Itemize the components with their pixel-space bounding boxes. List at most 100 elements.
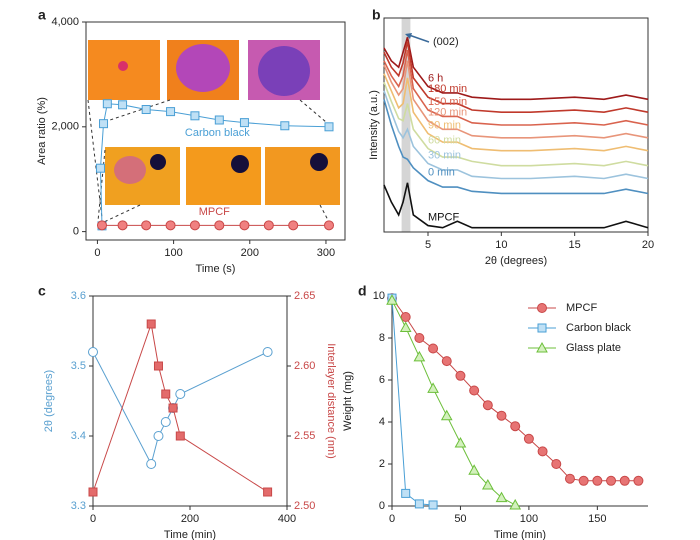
marker	[118, 100, 128, 110]
x-tick-label: 10	[495, 239, 507, 251]
series-line	[383, 81, 649, 167]
marker	[619, 475, 630, 486]
series-line	[391, 298, 434, 506]
y-axis-label: Area ratio (%)	[36, 97, 48, 165]
marker	[495, 491, 508, 503]
legend-label: Carbon black	[566, 322, 631, 334]
series-label: 120 min	[428, 107, 467, 119]
marker	[324, 122, 334, 132]
legend-label: MPCF	[566, 302, 597, 314]
y-tick-label: 3.6	[71, 290, 86, 302]
chart-panel: c 0 200 400 3.3 3.4 3.5 3.6 2.50 2.55 2.60 2.65 Time…	[38, 283, 337, 540]
marker	[482, 400, 493, 411]
inset-spot	[114, 156, 146, 184]
x-tick-label: 0	[94, 247, 100, 259]
marker	[428, 343, 439, 354]
marker	[324, 220, 335, 231]
x-tick-label: 400	[278, 513, 296, 525]
series-label: MPCF	[199, 206, 230, 218]
series-line	[383, 182, 649, 229]
marker	[401, 488, 411, 498]
y2-axis-label: Interlayer distance (nm)	[325, 343, 337, 459]
marker	[146, 459, 157, 469]
marker	[214, 115, 224, 125]
series-label: 30 min	[428, 149, 461, 161]
marker	[564, 473, 575, 484]
y-tick-label: 10	[373, 290, 385, 302]
marker	[455, 370, 466, 381]
inset	[265, 147, 340, 205]
panel-label: d	[358, 283, 367, 299]
x-tick-label: 0	[90, 513, 96, 525]
y2-tick-label: 2.50	[294, 500, 315, 512]
annotation-arrow	[408, 34, 430, 43]
marker	[165, 220, 176, 231]
marker	[441, 356, 452, 367]
marker	[141, 105, 151, 115]
x-tick-label: 100	[520, 513, 538, 525]
x-tick-label: 50	[454, 513, 466, 525]
marker	[578, 475, 589, 486]
marker	[469, 385, 480, 396]
marker	[189, 220, 200, 231]
y-tick-label: 3.3	[71, 500, 86, 512]
y-tick-label: 2	[379, 458, 385, 470]
arrow	[319, 204, 329, 221]
marker	[161, 389, 171, 399]
series-line	[99, 103, 330, 226]
x-axis-label: Time (min)	[494, 529, 546, 540]
marker	[509, 498, 522, 510]
marker	[414, 499, 424, 509]
marker	[510, 421, 521, 432]
marker	[239, 118, 249, 128]
x-tick-label: 300	[317, 247, 335, 259]
marker	[117, 220, 128, 231]
y-tick-label: 8	[379, 332, 385, 344]
series-label: 6 h	[428, 72, 443, 84]
series-line	[383, 41, 649, 113]
marker	[428, 500, 438, 510]
marker	[166, 107, 176, 117]
series-line	[383, 99, 649, 195]
marker	[399, 321, 412, 332]
arrow	[299, 99, 327, 123]
y-tick-label: 2,000	[51, 121, 79, 133]
y2-tick-label: 2.65	[294, 290, 315, 302]
x-tick-label: 20	[642, 239, 654, 251]
x-tick-label: 200	[241, 247, 259, 259]
marker	[288, 220, 299, 231]
y-tick-label: 4,000	[51, 16, 79, 28]
marker	[386, 294, 398, 305]
plot-frame	[85, 21, 346, 241]
marker	[160, 417, 171, 427]
plot-frame	[92, 295, 288, 507]
y-tick-label: 3.4	[71, 430, 86, 442]
legend-label: Glass plate	[566, 342, 621, 354]
y-tick-label: 0	[379, 500, 385, 512]
marker	[592, 475, 603, 486]
marker	[537, 303, 547, 313]
arrow-head	[405, 33, 412, 39]
panel-label: b	[372, 7, 381, 23]
marker	[263, 220, 274, 231]
marker	[175, 389, 186, 399]
chart-panel: d 0 50 100 150 0 2 4 6 8 10 Time (min) Weight (mg) MP…	[342, 283, 648, 540]
series-label: 150 min	[428, 96, 467, 108]
y-axis-label: 2θ (degrees)	[43, 370, 55, 432]
highlight-band	[401, 18, 411, 232]
marker	[280, 121, 290, 131]
x-tick-label: 100	[164, 247, 182, 259]
series-label: 180 min	[428, 83, 467, 95]
x-axis-label: Time (min)	[164, 529, 216, 540]
series-line	[391, 299, 516, 506]
marker	[414, 333, 425, 343]
marker	[551, 459, 562, 469]
inset-spot	[176, 44, 230, 92]
chart-panel: a 0 100 200 300 0 2,000 4,000 Time (s) Area ratio…	[36, 7, 346, 275]
marker	[175, 431, 185, 441]
marker	[146, 319, 156, 329]
inset-spot	[310, 153, 328, 171]
series-label: Carbon black	[185, 127, 250, 139]
arrow	[109, 99, 171, 121]
panel-label: c	[38, 283, 46, 299]
